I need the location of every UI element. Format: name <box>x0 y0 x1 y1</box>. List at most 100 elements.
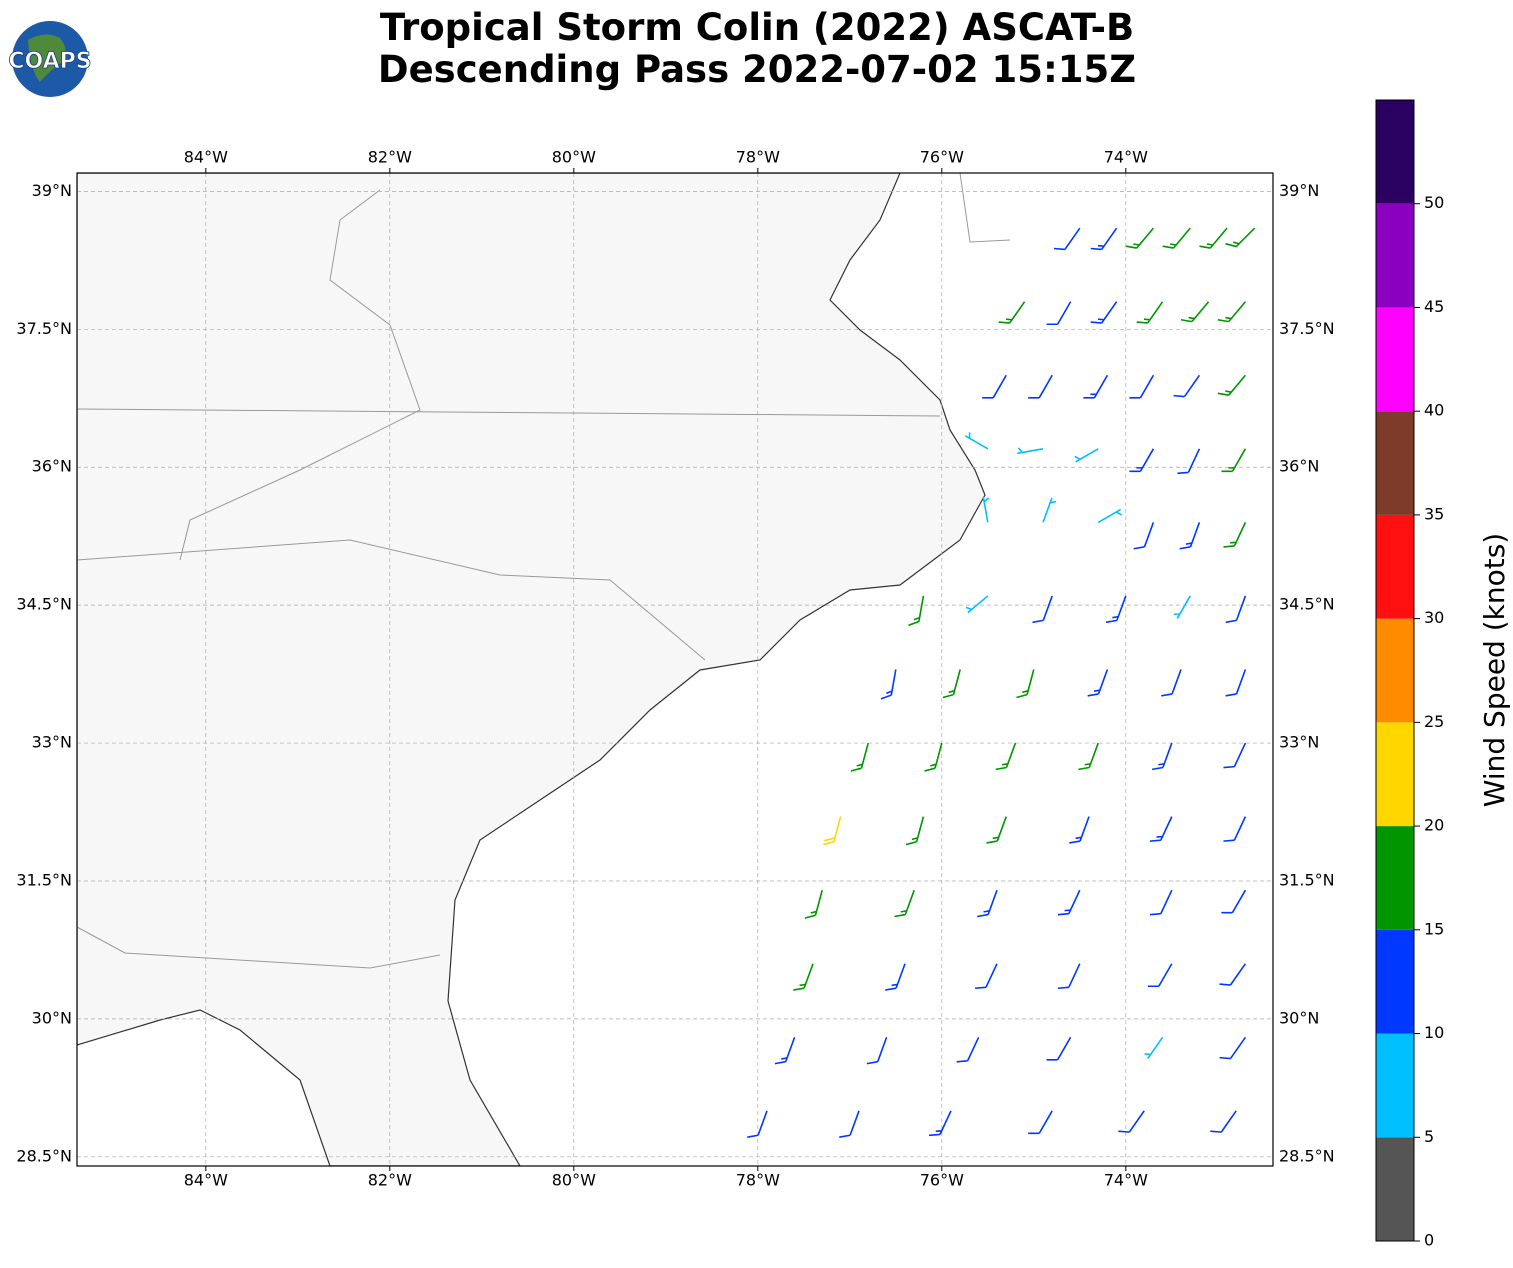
colorbar-segment <box>1376 203 1414 308</box>
wind-barb <box>1210 1110 1237 1133</box>
wind-barb <box>1149 889 1173 916</box>
colorbar-segment <box>1376 618 1414 723</box>
wind-barb <box>823 816 842 846</box>
wind-barb <box>1161 669 1182 697</box>
colorbar-label: Wind Speed (knots) <box>1478 533 1511 807</box>
wind-barb <box>1225 669 1247 697</box>
wind-barb <box>1221 889 1247 914</box>
colorbar-tick-label: 15 <box>1424 919 1444 938</box>
colorbar-segment <box>1376 722 1414 827</box>
colorbar-segment <box>1376 514 1414 619</box>
x-tick-label: 74°W <box>1104 1171 1148 1190</box>
grid: 84°W 84°W 82°W 82°W 80°W 80°W 78°W 78°W 76°W 76°W… <box>16 148 1334 1190</box>
wind-barb <box>1028 1110 1053 1135</box>
wind-barb <box>1053 227 1081 251</box>
wind-barb <box>1087 669 1109 697</box>
colorbar-segment <box>1376 1033 1414 1138</box>
wind-barb <box>1057 963 1081 990</box>
x-tick-label: 82°W <box>368 1171 412 1190</box>
map-background <box>77 173 1273 1166</box>
wind-barb <box>1151 742 1173 771</box>
state-borders <box>77 173 1011 969</box>
y-tick-label: 30°N <box>1279 1008 1319 1027</box>
wind-barb <box>1028 374 1053 399</box>
wind-barb <box>839 1110 860 1138</box>
wind-barb <box>986 816 1007 844</box>
logo-text: COAPS <box>8 49 91 74</box>
wind-barb <box>1032 595 1053 624</box>
title: Tropical Storm Colin (2022) ASCAT-B <box>380 6 1134 49</box>
wind-barb <box>880 669 897 700</box>
wind-barb <box>1225 227 1256 248</box>
y-tick-label: 31.5°N <box>1279 870 1335 889</box>
wind-barb <box>885 963 906 991</box>
colorbar-tick-label: 25 <box>1424 712 1444 731</box>
colorbar-tick-label: 5 <box>1424 1127 1434 1146</box>
wind-barb <box>1223 522 1247 548</box>
wind-barb <box>1057 889 1081 916</box>
wind-barb <box>1129 448 1155 473</box>
x-tick-label: 82°W <box>368 148 412 167</box>
wind-barb <box>793 963 814 991</box>
colorbar-segment <box>1376 100 1414 204</box>
colorbar-tick-label: 30 <box>1424 608 1444 627</box>
colorbar-segment <box>1376 1137 1414 1241</box>
wind-barb <box>1221 448 1247 473</box>
y-tick-label: 33°N <box>1279 733 1319 752</box>
x-tick-label: 74°W <box>1104 148 1148 167</box>
colorbar-frame <box>1375 99 1415 1242</box>
wind-barb <box>908 595 925 627</box>
wind-barb <box>1105 595 1127 624</box>
logo-land <box>28 34 66 82</box>
wind-barb <box>1173 374 1201 398</box>
wind-barb <box>866 1037 888 1065</box>
wind-barb <box>774 1037 796 1065</box>
wind-barb <box>1046 1036 1072 1061</box>
y-tick-label: 30°N <box>32 1008 72 1027</box>
colorbar-tick-label: 45 <box>1424 297 1444 316</box>
wind-barb <box>928 1110 952 1137</box>
wind-barb <box>1042 497 1057 523</box>
wind-barb <box>1177 448 1201 475</box>
wind-barb <box>1125 227 1155 249</box>
subtitle: Descending Pass 2022-07-02 15:15Z <box>378 48 1136 91</box>
y-tick-label: 37.5°N <box>16 319 72 338</box>
wind-barb <box>924 742 943 772</box>
y-tick-label: 34.5°N <box>1279 595 1335 614</box>
x-tick-label: 84°W <box>184 148 228 167</box>
wind-barb <box>1090 227 1118 251</box>
colorbar-tick-label: 10 <box>1424 1023 1444 1042</box>
wind-barb <box>1173 595 1191 619</box>
wind-barb <box>804 889 823 919</box>
colorbar-tick-label: 40 <box>1424 401 1444 420</box>
wind-barb <box>982 374 1007 399</box>
x-tick-label: 84°W <box>184 1171 228 1190</box>
wind-barb <box>1017 447 1044 455</box>
wind-barb <box>982 496 990 523</box>
wind-barb <box>1219 1036 1247 1060</box>
y-tick-label: 28.5°N <box>1279 1146 1335 1165</box>
wind-barb <box>1223 742 1247 769</box>
y-tick-label: 39°N <box>32 181 72 200</box>
wind-barb <box>1136 301 1164 324</box>
map-frame <box>76 172 1274 1167</box>
x-tick-label: 80°W <box>552 148 596 167</box>
y-tick-label: 37.5°N <box>1279 319 1335 338</box>
wind-barb <box>1083 374 1109 399</box>
wind-barb <box>905 816 925 846</box>
colorbar-segment <box>1376 929 1414 1034</box>
wind-barb <box>1179 522 1201 550</box>
wind-barb <box>1217 301 1247 323</box>
x-tick-label: 76°W <box>920 1171 964 1190</box>
wind-barb <box>1180 301 1210 323</box>
colorbar-tick-label: 35 <box>1424 504 1444 523</box>
wind-barb <box>747 1110 768 1138</box>
colorbar: 0 5 10 15 20 25 30 35 40 45 50 <box>1375 99 1444 1250</box>
y-tick-label: 36°N <box>32 457 72 476</box>
logo: COAPS <box>8 21 92 97</box>
wind-barb <box>1217 374 1247 396</box>
colorbar-segment <box>1376 411 1414 515</box>
colorbar-tick-label: 20 <box>1424 816 1444 835</box>
y-tick-label: 33°N <box>32 733 72 752</box>
